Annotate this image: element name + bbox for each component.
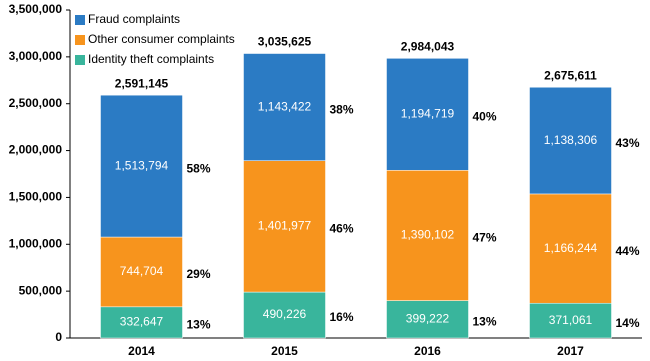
total-label: 2,591,145 xyxy=(115,76,169,90)
value-label: 1,166,244 xyxy=(544,241,598,255)
legend-swatch xyxy=(75,35,85,45)
share-label: 58% xyxy=(187,161,211,175)
bar-segment xyxy=(386,170,469,301)
y-tick-label: 3,500,000 xyxy=(9,2,63,16)
total-label: 2,984,043 xyxy=(401,40,455,54)
legend-swatch xyxy=(75,15,85,25)
bar-segment xyxy=(243,53,326,161)
share-label: 16% xyxy=(330,310,354,324)
y-tick-label: 3,000,000 xyxy=(9,49,63,63)
legend-label: Other consumer complaints xyxy=(88,32,235,46)
value-label: 1,143,422 xyxy=(258,99,312,113)
value-label: 371,061 xyxy=(549,313,593,327)
share-label: 13% xyxy=(187,318,211,332)
value-label: 399,222 xyxy=(406,311,450,325)
share-label: 29% xyxy=(187,267,211,281)
value-label: 744,704 xyxy=(120,264,164,278)
bar-segment xyxy=(100,94,183,238)
share-label: 38% xyxy=(330,102,354,116)
value-label: 1,138,306 xyxy=(544,133,598,147)
value-label: 1,390,102 xyxy=(401,228,455,242)
y-tick-label: 500,000 xyxy=(19,283,63,297)
share-label: 44% xyxy=(616,244,640,258)
bar-segment xyxy=(386,58,469,171)
y-tick-label: 2,000,000 xyxy=(9,143,63,157)
bar-segment xyxy=(529,87,612,195)
y-tick-label: 0 xyxy=(55,330,62,344)
total-label: 3,035,625 xyxy=(258,35,312,49)
total-label: 2,675,611 xyxy=(544,68,597,82)
legend-label: Fraud complaints xyxy=(88,12,180,26)
value-label: 1,513,794 xyxy=(115,158,169,172)
x-tick-label: 2015 xyxy=(271,344,298,358)
x-tick-label: 2016 xyxy=(414,344,441,358)
x-tick-label: 2017 xyxy=(557,344,584,358)
share-label: 47% xyxy=(473,231,497,245)
bar-segment xyxy=(386,300,469,339)
share-label: 13% xyxy=(473,314,497,328)
bar-segment xyxy=(100,236,183,308)
y-tick-label: 2,500,000 xyxy=(9,96,63,110)
legend-label: Identity theft complaints xyxy=(88,52,214,66)
value-label: 1,401,977 xyxy=(258,219,312,233)
share-label: 40% xyxy=(473,110,497,124)
bar-segment xyxy=(243,160,326,293)
legend-swatch xyxy=(75,55,85,65)
bar-segment xyxy=(243,291,326,339)
y-tick-label: 1,000,000 xyxy=(9,236,63,250)
value-label: 332,647 xyxy=(120,315,164,329)
share-label: 46% xyxy=(330,222,354,236)
bar-segment xyxy=(529,193,612,304)
bar-segment xyxy=(529,302,612,339)
value-label: 1,194,719 xyxy=(401,107,455,121)
share-label: 14% xyxy=(616,316,640,330)
y-tick-label: 1,500,000 xyxy=(9,190,63,204)
x-tick-label: 2014 xyxy=(128,344,155,358)
value-label: 490,226 xyxy=(263,307,307,321)
share-label: 43% xyxy=(616,136,640,150)
